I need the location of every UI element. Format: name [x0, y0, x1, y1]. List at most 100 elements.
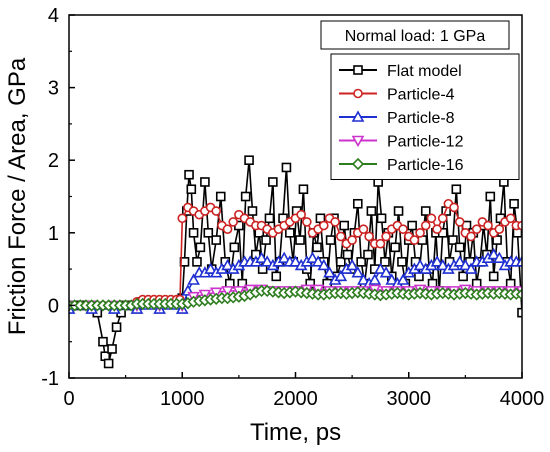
legend-marker-flat-model [353, 65, 363, 75]
data-point-flat-model [98, 336, 108, 347]
data-point-flat-model [325, 235, 336, 245]
data-point-flat-model [229, 242, 240, 253]
data-point-flat-model [454, 242, 465, 253]
data-point-particle-8 [413, 258, 427, 271]
series-particle-16 [69, 284, 522, 312]
data-point-flat-model [103, 358, 114, 369]
data-point-flat-model [244, 155, 254, 165]
legend-item-particle-16: Particle-16 [339, 157, 464, 174]
data-point-flat-model [295, 235, 305, 245]
data-point-flat-model [342, 249, 353, 260]
data-point-flat-model [363, 249, 373, 260]
series-particle-8 [69, 247, 522, 314]
data-point-particle-4 [347, 235, 357, 245]
data-point-particle-8 [379, 266, 393, 278]
data-point-particle-8 [459, 258, 472, 271]
data-point-flat-model [339, 220, 349, 231]
data-point-particle-8 [487, 247, 501, 260]
legend-item-particle-8: Particle-8 [339, 110, 455, 127]
data-point-particle-8 [368, 273, 382, 285]
data-point-flat-model [393, 206, 404, 216]
y-tick-label: 0 [48, 295, 59, 317]
data-point-particle-16 [515, 288, 522, 301]
data-point-particle-8 [323, 266, 336, 278]
data-point-flat-model [186, 184, 197, 195]
data-point-particle-4 [494, 224, 505, 234]
data-point-flat-model [200, 177, 210, 187]
data-point-particle-4 [364, 231, 374, 242]
data-point-particle-8 [436, 258, 450, 271]
data-point-flat-model [312, 242, 322, 253]
legend-marker-particle-12 [351, 135, 365, 148]
data-point-flat-model [407, 220, 417, 231]
data-point-flat-model [420, 206, 431, 216]
x-tick-label: 3000 [387, 388, 432, 410]
data-point-particle-4 [335, 231, 346, 242]
data-point-flat-model [451, 184, 462, 195]
data-point-flat-model [488, 271, 499, 282]
data-point-particle-8 [204, 262, 217, 274]
legend-marker-particle-8 [351, 110, 365, 122]
data-point-particle-8 [374, 262, 387, 274]
data-point-flat-model [111, 322, 122, 332]
data-point-particle-4 [381, 231, 391, 242]
data-point-flat-model [107, 344, 117, 354]
data-point-flat-model [380, 257, 390, 267]
y-tick-label: 3 [48, 78, 59, 100]
x-axis-title: Time, ps [250, 419, 341, 446]
legend-item-particle-12: Particle-12 [339, 134, 464, 151]
data-point-particle-4 [505, 213, 516, 224]
data-point-particle-8 [385, 273, 399, 285]
data-point-particle-12 [221, 286, 234, 298]
data-point-flat-model [215, 191, 226, 202]
data-point-flat-model [264, 213, 275, 224]
legend-item-flat-model: Flat model [339, 63, 462, 80]
data-point-particle-4 [177, 213, 188, 224]
data-point-particle-4 [296, 209, 306, 220]
data-point-flat-model [247, 206, 258, 216]
data-point-flat-model [448, 235, 458, 245]
data-point-particle-8 [311, 255, 325, 267]
data-point-particle-4 [449, 202, 459, 213]
data-point-particle-4 [415, 228, 425, 238]
data-point-flat-model [376, 213, 387, 224]
data-point-particle-4 [398, 224, 408, 234]
data-point-flat-model [485, 191, 496, 202]
data-point-particle-8 [515, 255, 522, 267]
data-point-particle-8 [396, 273, 410, 285]
data-point-particle-4 [517, 220, 522, 231]
data-point-particle-4 [302, 217, 312, 227]
data-point-particle-8 [357, 273, 370, 285]
data-point-flat-model [281, 162, 292, 173]
data-point-particle-8 [187, 273, 200, 285]
data-point-particle-4 [466, 231, 476, 242]
x-tick-label: 1000 [160, 388, 205, 410]
data-point-particle-8 [221, 258, 234, 271]
legend-label-particle-16: Particle-16 [387, 157, 464, 174]
data-point-flat-model [184, 169, 194, 180]
data-point-flat-model [458, 271, 468, 282]
y-tick-label: 2 [48, 150, 59, 172]
data-point-particle-4 [330, 217, 340, 227]
data-point-flat-model [356, 257, 366, 267]
data-point-particle-4 [420, 220, 431, 231]
data-point-flat-model [352, 198, 363, 209]
data-point-particle-4 [437, 213, 448, 224]
data-point-particle-4 [471, 224, 482, 234]
data-point-flat-model [261, 235, 271, 245]
data-point-particle-4 [483, 220, 493, 231]
data-point-flat-model [517, 307, 522, 318]
data-point-flat-model [366, 206, 377, 216]
data-point-flat-model [298, 184, 309, 195]
data-point-particle-4 [319, 220, 329, 231]
data-point-particle-4 [358, 224, 369, 234]
data-point-flat-model [397, 257, 407, 267]
legend-item-particle-4: Particle-4 [339, 87, 455, 104]
data-point-particle-8 [317, 258, 331, 271]
load-annotation-text: Normal load: 1 GPa [345, 28, 486, 45]
legend-label-particle-4: Particle-4 [387, 87, 455, 104]
data-point-particle-8 [430, 255, 444, 267]
legend-marker-particle-4 [353, 88, 363, 99]
